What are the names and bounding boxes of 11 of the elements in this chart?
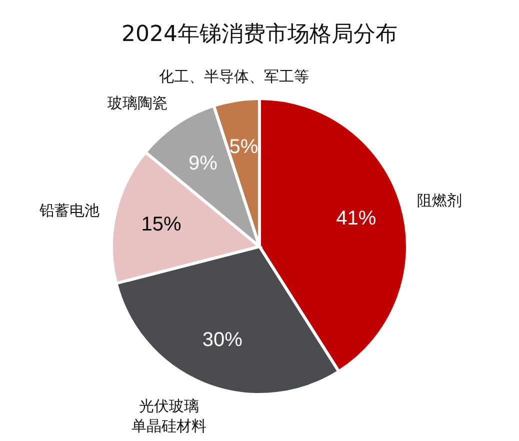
chart-title: 2024年锑消费市场格局分布 bbox=[122, 22, 398, 47]
data-label: 41% bbox=[336, 207, 376, 230]
slice-label: 铅蓄电池 bbox=[38, 202, 100, 220]
data-label: 15% bbox=[141, 214, 182, 236]
data-label: 30% bbox=[202, 329, 243, 352]
slice-label: 化工、半导体、军工等 bbox=[158, 68, 309, 86]
data-label: 5% bbox=[229, 136, 258, 158]
slice-label: 阻燃剂 bbox=[416, 192, 462, 210]
slice-label: 光伏玻璃单晶硅材料 bbox=[132, 396, 207, 435]
slice-label: 玻璃陶瓷 bbox=[107, 94, 168, 112]
data-label: 9% bbox=[188, 152, 218, 174]
